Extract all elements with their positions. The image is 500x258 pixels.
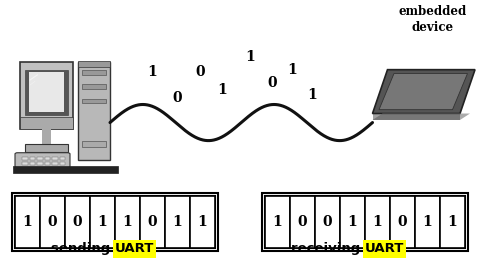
Polygon shape — [372, 114, 460, 120]
Bar — [82, 70, 106, 75]
Bar — [15, 196, 40, 248]
Bar — [30, 162, 35, 165]
Bar — [60, 157, 65, 160]
Text: 0: 0 — [72, 215, 83, 229]
Bar — [65, 196, 90, 248]
Text: embedded
device: embedded device — [398, 5, 466, 34]
Bar — [440, 196, 465, 248]
Bar — [42, 128, 50, 144]
Bar — [12, 166, 118, 173]
Bar — [44, 157, 50, 160]
Text: 0: 0 — [398, 215, 407, 229]
Text: UART: UART — [115, 243, 154, 255]
Text: UART: UART — [365, 243, 405, 255]
Bar — [22, 162, 28, 165]
Bar — [30, 157, 35, 160]
Bar — [37, 162, 43, 165]
Bar — [20, 62, 72, 129]
Polygon shape — [379, 74, 468, 110]
Text: 1: 1 — [272, 215, 282, 229]
Text: sending: sending — [51, 243, 115, 255]
Bar — [90, 196, 115, 248]
Text: 0: 0 — [148, 215, 158, 229]
Bar — [82, 84, 106, 89]
Bar — [52, 157, 58, 160]
Text: receiving: receiving — [291, 243, 365, 255]
Bar — [37, 157, 43, 160]
Bar — [25, 70, 68, 115]
Bar — [340, 196, 365, 248]
Bar — [28, 72, 64, 112]
Text: 1: 1 — [198, 215, 207, 229]
Bar — [25, 144, 68, 152]
Text: 1: 1 — [372, 215, 382, 229]
Text: 0: 0 — [268, 76, 278, 90]
Bar — [82, 141, 106, 147]
Bar — [190, 196, 215, 248]
Text: 0: 0 — [322, 215, 332, 229]
Text: 1: 1 — [422, 215, 432, 229]
Text: 1: 1 — [448, 215, 458, 229]
Text: 1: 1 — [218, 83, 228, 97]
FancyBboxPatch shape — [15, 153, 70, 168]
Text: 0: 0 — [298, 215, 308, 229]
Bar — [315, 196, 340, 248]
Text: 1: 1 — [22, 215, 32, 229]
Bar — [365, 196, 390, 248]
Bar — [15, 196, 215, 248]
Text: 1: 1 — [288, 63, 298, 77]
Text: 0: 0 — [48, 215, 58, 229]
Text: 1: 1 — [245, 50, 255, 64]
Text: 1: 1 — [308, 88, 318, 102]
Bar — [22, 157, 28, 160]
Bar — [40, 196, 65, 248]
Text: 1: 1 — [348, 215, 358, 229]
Polygon shape — [372, 114, 470, 120]
Text: 1: 1 — [148, 65, 158, 79]
Bar — [415, 196, 440, 248]
Bar — [165, 196, 190, 248]
Bar — [20, 117, 72, 129]
Bar — [52, 162, 58, 165]
Bar — [78, 61, 110, 67]
Polygon shape — [372, 70, 475, 114]
Bar — [115, 196, 140, 248]
Text: 1: 1 — [172, 215, 182, 229]
Bar — [265, 196, 465, 248]
Text: 0: 0 — [172, 91, 182, 105]
Bar — [262, 193, 468, 251]
Bar — [44, 162, 50, 165]
Bar — [140, 196, 165, 248]
Bar — [60, 162, 65, 165]
Text: 1: 1 — [122, 215, 132, 229]
Text: 1: 1 — [98, 215, 108, 229]
Bar — [82, 99, 106, 103]
Bar — [78, 62, 110, 160]
Bar — [390, 196, 415, 248]
Text: 0: 0 — [195, 65, 205, 79]
Bar — [12, 193, 218, 251]
Bar — [290, 196, 315, 248]
Bar — [265, 196, 290, 248]
